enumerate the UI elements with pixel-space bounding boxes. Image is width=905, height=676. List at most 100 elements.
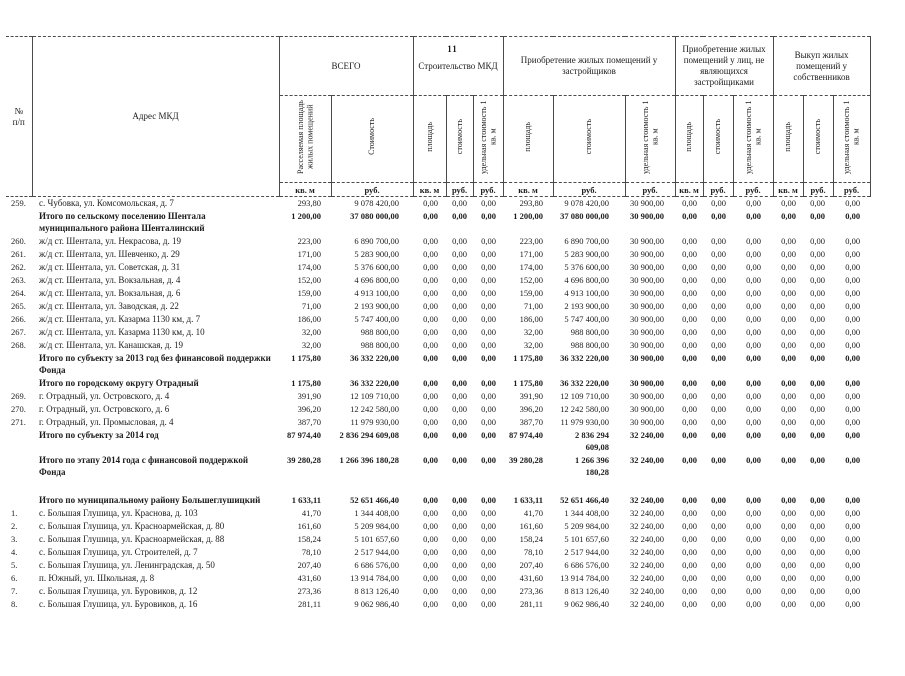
row-number: 267. xyxy=(11,326,26,337)
value-cell: 37 080 000,00 xyxy=(350,210,400,221)
value-cell: 37 080 000,00 xyxy=(560,210,610,221)
value-cell: 0,00 xyxy=(481,546,497,557)
value-cell: 0,00 xyxy=(481,210,497,221)
value-cell: 0,00 xyxy=(481,377,497,388)
value-cell: 0,00 xyxy=(481,390,497,401)
col-header-address: Адрес МКД xyxy=(32,36,280,197)
unit-cell: руб. xyxy=(832,182,871,197)
value-cell: 0,00 xyxy=(810,585,826,596)
value-cell: 0,00 xyxy=(423,390,439,401)
value-cell: 0,00 xyxy=(810,352,826,363)
sub-header: удельная стоимость 1 кв. м xyxy=(732,95,774,183)
value-cell: 152,00 xyxy=(297,274,321,285)
value-cell: 0,00 xyxy=(711,507,727,518)
value-cell: 0,00 xyxy=(452,390,468,401)
value-cell: 0,00 xyxy=(781,210,797,221)
value-cell: 0,00 xyxy=(452,533,468,544)
value-cell: 0,00 xyxy=(481,598,497,609)
value-cell: 0,00 xyxy=(845,533,861,544)
value-cell: 158,24 xyxy=(297,533,321,544)
unit-cell: руб. xyxy=(732,182,774,197)
value-cell: 6 686 576,00 xyxy=(564,559,610,570)
address-cell: с. Большая Глушица, ул. Буровиков, д. 12 xyxy=(39,585,198,596)
value-cell: 0,00 xyxy=(810,598,826,609)
sub-header: Расселяемая площадь жилых помещений xyxy=(278,95,332,183)
value-cell: 0,00 xyxy=(711,300,727,311)
value-cell: 8 813 126,40 xyxy=(354,585,400,596)
total-row: Итого по сельскому поселению Шентала мун… xyxy=(6,210,870,235)
address-cell: с. Большая Глушица, ул. Красноармейская,… xyxy=(39,520,225,531)
row-number: 261. xyxy=(11,248,26,259)
sub-header: стоимость xyxy=(445,95,474,183)
value-cell: 0,00 xyxy=(423,507,439,518)
value-cell: 0,00 xyxy=(711,403,727,414)
value-cell: 0,00 xyxy=(810,261,826,272)
value-cell: 2 517 944,00 xyxy=(354,546,400,557)
value-cell: 0,00 xyxy=(452,313,468,324)
value-cell: 0,00 xyxy=(452,287,468,298)
value-cell: 0,00 xyxy=(682,559,698,570)
value-cell: 13 914 784,00 xyxy=(560,572,610,583)
value-cell: 5 376 600,00 xyxy=(354,261,400,272)
table-row: 261. ж/д ст. Шентала, ул. Шевченко, д. 29… xyxy=(6,248,870,261)
table-row: 271. г. Отрадный, ул. Промысловая, д. 4 38… xyxy=(6,416,870,429)
value-cell: 0,00 xyxy=(711,210,727,221)
value-cell: 30 900,00 xyxy=(630,274,665,285)
value-cell: 32 240,00 xyxy=(630,546,665,557)
table-row: 264. ж/д ст. Шентала, ул. Вокзальная, д. … xyxy=(6,287,870,300)
value-cell: 0,00 xyxy=(810,210,826,221)
table-row: 259. с. Чубовка, ул. Комсомольская, д. 7 2… xyxy=(6,197,870,210)
address-cell: Итого по субъекту за 2014 год xyxy=(39,429,159,440)
table-row: 262. ж/д ст. Шентала, ул. Советская, д. 3… xyxy=(6,261,870,274)
address-cell: ж/д ст. Шентала, ул. Вокзальная, д. 4 xyxy=(39,274,181,285)
row-number: 7. xyxy=(11,585,18,596)
sub-header-label: стоимость xyxy=(813,118,823,155)
row-number xyxy=(6,210,32,235)
address-cell: ж/д ст. Шентала, ул. Казарма 1130 км, д.… xyxy=(39,326,205,337)
value-cell: 0,00 xyxy=(711,494,727,505)
value-cell: 207,40 xyxy=(297,559,321,570)
value-cell: 32,00 xyxy=(523,339,544,350)
value-cell: 0,00 xyxy=(481,520,497,531)
value-cell: 0,00 xyxy=(711,390,727,401)
value-cell: 5 747 400,00 xyxy=(564,313,610,324)
value-cell: 32,00 xyxy=(301,326,321,337)
value-cell: 0,00 xyxy=(711,235,727,246)
table-row: 269. г. Отрадный, ул. Островского, д. 4 39… xyxy=(6,390,870,403)
value-cell: 0,00 xyxy=(423,403,439,414)
value-cell: 0,00 xyxy=(423,274,439,285)
sub-header: стоимость xyxy=(552,95,626,183)
value-cell: 36 332 220,00 xyxy=(560,377,610,388)
value-cell: 0,00 xyxy=(845,403,861,414)
unit-cell: руб. xyxy=(802,182,834,197)
value-cell: 1 200,00 xyxy=(291,210,321,221)
value-cell: 1 266 396 180,28 xyxy=(575,454,610,478)
value-cell: 5 376 600,00 xyxy=(564,261,610,272)
value-cell: 0,00 xyxy=(481,339,497,350)
value-cell: 36 332 220,00 xyxy=(560,352,610,363)
group-header-purchase-developers: Приобретение жилых помещений у застройщи… xyxy=(502,36,676,96)
group-header-buyout-owners: Выкуп жилых помещений у собственников xyxy=(772,36,871,96)
value-cell: 0,00 xyxy=(682,598,698,609)
sub-header-label: площадь xyxy=(783,121,793,152)
value-cell: 0,00 xyxy=(810,533,826,544)
value-cell: 0,00 xyxy=(452,210,468,221)
value-cell: 0,00 xyxy=(423,235,439,246)
table-row: 267. ж/д ст. Шентала, ул. Казарма 1130 км… xyxy=(6,326,870,339)
value-cell: 0,00 xyxy=(781,494,797,505)
value-cell: 0,00 xyxy=(423,520,439,531)
value-cell: 0,00 xyxy=(682,546,698,557)
value-cell: 0,00 xyxy=(452,377,468,388)
value-cell: 0,00 xyxy=(746,377,762,388)
value-cell: 0,00 xyxy=(481,533,497,544)
value-cell: 0,00 xyxy=(481,494,497,505)
value-cell: 30 900,00 xyxy=(630,235,665,246)
address-cell: ж/д ст. Шентала, ул. Вокзальная, д. 6 xyxy=(39,287,181,298)
table-row: 260. ж/д ст. Шентала, ул. Некрасова, д. 1… xyxy=(6,235,870,248)
unit-cell: руб. xyxy=(330,182,414,197)
value-cell: 0,00 xyxy=(711,454,727,465)
row-number: 4. xyxy=(11,546,18,557)
address-cell: с. Большая Глушица, ул. Буровиков, д. 16 xyxy=(39,598,198,609)
value-cell: 0,00 xyxy=(481,507,497,518)
value-cell: 41,70 xyxy=(301,507,321,518)
